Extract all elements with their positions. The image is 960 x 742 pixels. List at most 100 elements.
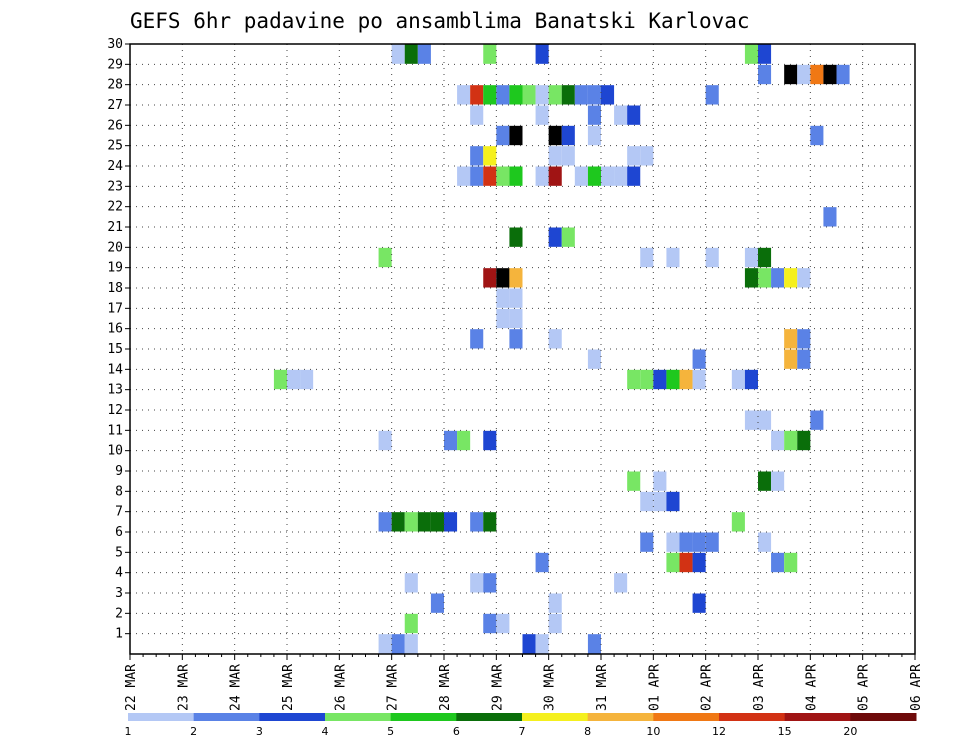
data-cell xyxy=(561,125,575,146)
data-cell xyxy=(273,369,287,390)
data-cell xyxy=(587,105,601,125)
y-tick-label: 4 xyxy=(115,566,123,581)
data-cell xyxy=(587,125,601,146)
y-tick-label: 11 xyxy=(107,423,123,438)
data-cell xyxy=(679,532,693,552)
data-cell xyxy=(548,227,562,247)
x-tick-label: 30 MAR xyxy=(543,664,558,711)
data-cell xyxy=(496,166,510,186)
y-tick-label: 6 xyxy=(115,525,123,540)
data-cell xyxy=(640,247,654,268)
data-cell xyxy=(744,247,758,268)
data-cell xyxy=(784,64,798,85)
data-cell xyxy=(548,125,562,146)
y-tick-label: 2 xyxy=(115,606,123,621)
data-cell xyxy=(496,268,510,288)
data-cell xyxy=(705,247,719,268)
y-tick-label: 3 xyxy=(115,586,123,601)
data-cell xyxy=(692,349,706,369)
data-cell xyxy=(627,369,641,390)
data-cell xyxy=(653,369,667,390)
y-tick-label: 9 xyxy=(115,464,123,479)
x-tick-label: 03 APR xyxy=(752,664,767,711)
data-cell xyxy=(417,44,431,64)
y-tick-label: 8 xyxy=(115,484,123,499)
y-tick-label: 30 xyxy=(107,37,123,52)
data-cell xyxy=(470,166,484,186)
data-cell xyxy=(548,593,562,613)
colorbar-label: 5 xyxy=(387,725,394,738)
chart-cells xyxy=(273,44,850,654)
x-axis: 22 MAR 23 MAR 24 MAR 25 MAR 26 MAR 27 MAR 28 M… xyxy=(124,654,924,711)
data-cell xyxy=(771,471,785,491)
data-cell xyxy=(509,308,523,329)
y-tick-label: 21 xyxy=(107,220,123,235)
data-cell xyxy=(522,85,536,105)
data-cell xyxy=(483,44,497,64)
data-cell xyxy=(378,512,392,532)
colorbar-label: 7 xyxy=(519,725,526,738)
data-cell xyxy=(378,430,392,451)
data-cell xyxy=(509,166,523,186)
data-cell xyxy=(548,85,562,105)
data-cell xyxy=(522,634,536,654)
data-cell xyxy=(587,166,601,186)
y-tick-label: 15 xyxy=(107,342,123,357)
y-tick-label: 29 xyxy=(107,57,123,72)
data-cell xyxy=(574,85,588,105)
y-tick-label: 14 xyxy=(107,362,123,377)
data-cell xyxy=(836,64,850,85)
chart-title: GEFS 6hr padavine po ansamblima Banatski… xyxy=(130,9,750,33)
data-cell xyxy=(614,105,628,125)
x-tick-label: 27 MAR xyxy=(386,664,401,711)
data-cell xyxy=(797,64,811,85)
y-tick-label: 17 xyxy=(107,301,123,316)
data-cell xyxy=(483,146,497,166)
data-cell xyxy=(744,44,758,64)
data-cell xyxy=(601,166,615,186)
data-cell xyxy=(378,634,392,654)
data-cell xyxy=(771,552,785,573)
data-cell xyxy=(470,105,484,125)
data-cell xyxy=(483,613,497,634)
data-cell xyxy=(470,329,484,349)
colorbar-label: 12 xyxy=(712,725,726,738)
data-cell xyxy=(640,491,654,512)
x-tick-label: 28 MAR xyxy=(438,664,453,711)
x-tick-label: 25 MAR xyxy=(281,664,296,711)
data-cell xyxy=(496,308,510,329)
data-cell xyxy=(561,227,575,247)
y-tick-label: 19 xyxy=(107,261,123,276)
data-cell xyxy=(666,532,680,552)
data-cell xyxy=(679,552,693,573)
data-cell xyxy=(404,613,418,634)
data-cell xyxy=(771,430,785,451)
data-cell xyxy=(810,410,824,430)
colorbar-label: 4 xyxy=(322,725,329,738)
data-cell xyxy=(758,268,772,288)
x-tick-label: 05 APR xyxy=(857,664,872,711)
data-cell xyxy=(705,85,719,105)
data-cell xyxy=(509,329,523,349)
data-cell xyxy=(404,512,418,532)
data-cell xyxy=(823,64,837,85)
data-cell xyxy=(627,105,641,125)
data-cell xyxy=(758,44,772,64)
data-cell xyxy=(627,166,641,186)
data-cell xyxy=(483,573,497,593)
data-cell xyxy=(744,268,758,288)
colorbar-label: 8 xyxy=(584,725,591,738)
data-cell xyxy=(561,85,575,105)
y-tick-label: 20 xyxy=(107,240,123,255)
y-tick-label: 25 xyxy=(107,139,123,154)
colorbar-swatch xyxy=(325,713,392,721)
data-cell xyxy=(404,573,418,593)
colorbar-swatch xyxy=(390,713,457,721)
data-cell xyxy=(496,613,510,634)
data-cell xyxy=(731,512,745,532)
colorbar-swatch xyxy=(653,713,720,721)
data-cell xyxy=(797,430,811,451)
x-tick-label: 02 APR xyxy=(700,664,715,711)
data-cell xyxy=(430,593,444,613)
data-cell xyxy=(810,64,824,85)
